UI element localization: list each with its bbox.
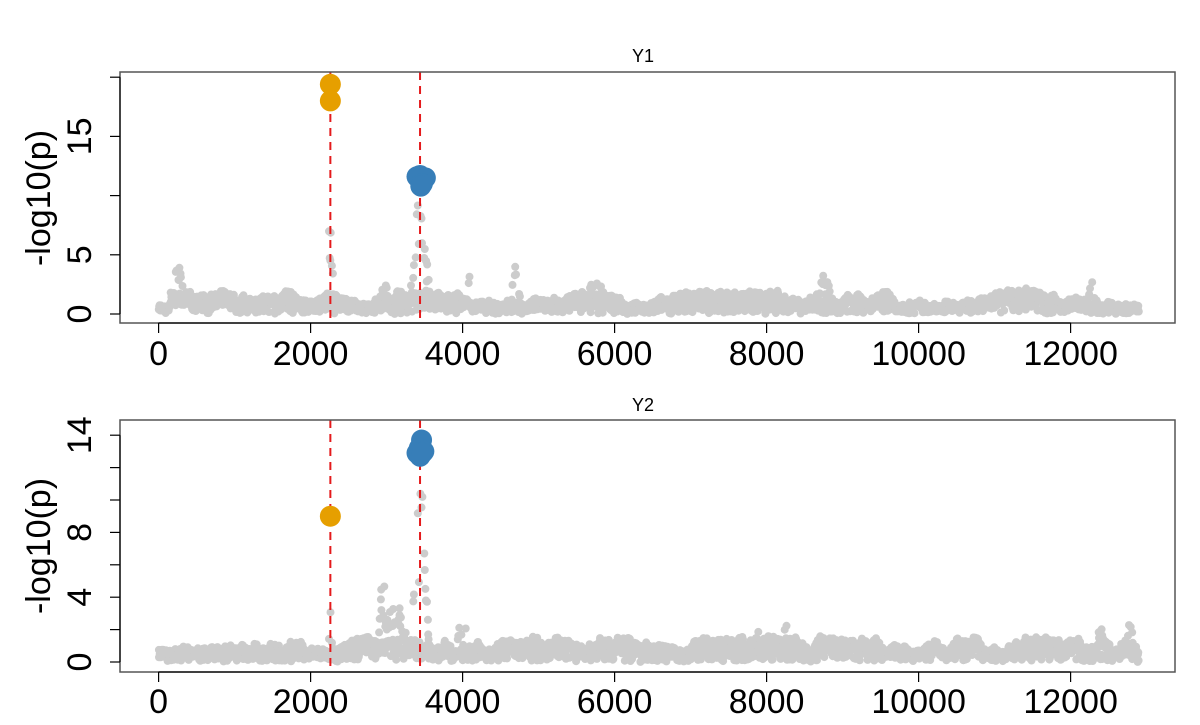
- y-tick-label: 15: [61, 117, 99, 155]
- data-point: [410, 261, 418, 269]
- data-point: [421, 585, 429, 593]
- x-tick-label: 2000: [273, 335, 349, 373]
- data-point: [420, 550, 428, 558]
- data-point: [421, 245, 429, 253]
- x-tick-label: 0: [149, 335, 168, 373]
- data-point: [511, 263, 519, 271]
- highlighted-point-lead_a: [320, 90, 341, 111]
- x-tick-label: 10000: [871, 335, 966, 373]
- data-point: [911, 309, 919, 317]
- data-point: [375, 628, 383, 636]
- data-point: [397, 614, 405, 622]
- y-tick-label: 0: [61, 305, 99, 324]
- data-point: [177, 273, 185, 281]
- highlighted-point-lead_b: [410, 176, 431, 197]
- data-point: [1135, 308, 1143, 316]
- data-point: [424, 616, 432, 624]
- panel-title: Y1: [632, 46, 654, 66]
- data-point: [402, 629, 410, 637]
- data-point: [516, 293, 524, 301]
- data-point: [415, 578, 423, 586]
- data-point: [328, 262, 336, 270]
- background-points: [155, 490, 1143, 666]
- data-point: [383, 284, 391, 292]
- background-points: [155, 202, 1143, 318]
- data-point: [412, 253, 420, 261]
- y-axis-label: -log10(p): [20, 478, 58, 614]
- plot-frame: [120, 72, 1175, 323]
- data-point: [380, 583, 388, 591]
- panel-title: Y2: [632, 395, 654, 415]
- data-point: [409, 597, 417, 605]
- data-point: [418, 503, 426, 511]
- data-point: [396, 604, 404, 612]
- data-point: [418, 215, 426, 223]
- data-point: [754, 628, 762, 636]
- x-tick-label: 4000: [425, 335, 501, 373]
- data-point: [462, 625, 470, 633]
- data-point: [425, 276, 433, 284]
- data-point: [512, 271, 520, 279]
- data-point: [783, 622, 791, 630]
- data-point: [1088, 278, 1096, 286]
- data-point: [423, 598, 431, 606]
- data-point: [377, 595, 385, 603]
- data-point: [466, 273, 474, 281]
- y-axis-label: -log10(p): [20, 130, 58, 266]
- panel-y1: Y1 -log10(p) 0 2000 4000 6000 8000 10000 12000…: [20, 46, 1175, 373]
- data-point: [410, 591, 418, 599]
- data-point: [407, 282, 415, 290]
- x-tick-label: 12000: [1023, 335, 1118, 373]
- data-point: [409, 274, 417, 282]
- x-tick-label: 6000: [577, 335, 653, 373]
- y-tick-label: 5: [61, 245, 99, 264]
- data-point: [509, 281, 517, 289]
- data-point: [423, 261, 431, 269]
- data-point: [820, 653, 828, 661]
- data-point: [421, 566, 429, 574]
- data-point: [1000, 307, 1008, 315]
- x-tick-label: 8000: [729, 335, 805, 373]
